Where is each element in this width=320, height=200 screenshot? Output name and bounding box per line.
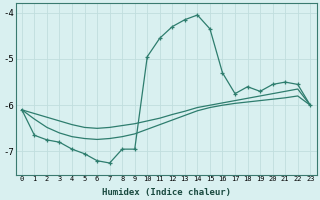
X-axis label: Humidex (Indice chaleur): Humidex (Indice chaleur)	[101, 188, 231, 197]
